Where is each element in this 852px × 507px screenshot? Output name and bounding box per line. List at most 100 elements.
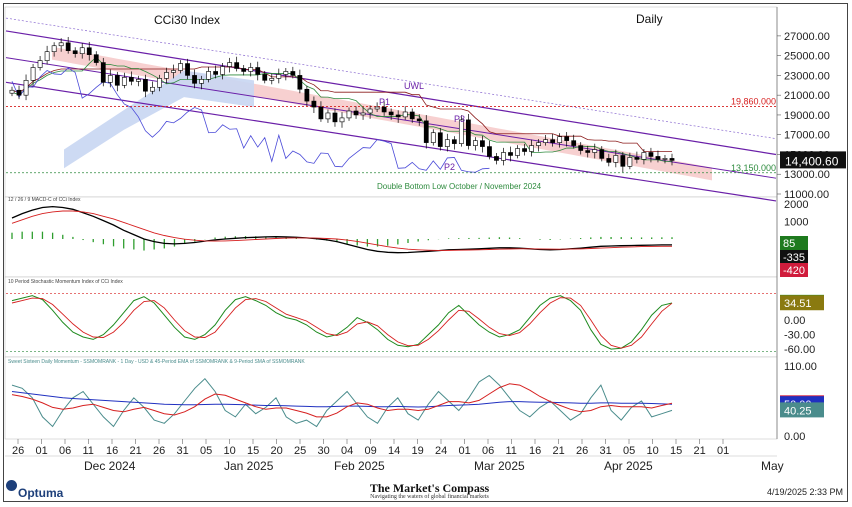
y-tick-label: -30.00 <box>784 330 815 342</box>
candle <box>437 132 443 147</box>
macd-panel: 12 / 26 / 9 MACD-C of CCi Index 2000 1000 8… <box>8 197 808 277</box>
candle <box>178 63 183 71</box>
y-tick-label: 25000.00 <box>784 51 830 63</box>
x-tick-label: 16 <box>529 445 541 457</box>
y-tick-label: 0.00 <box>784 431 805 443</box>
candle <box>241 68 247 72</box>
candle <box>276 74 282 79</box>
x-tick-label: 21 <box>694 445 706 457</box>
value-box <box>780 295 824 311</box>
y-tick-label: 21000.00 <box>784 90 830 102</box>
x-tick-label: 25 <box>294 445 306 457</box>
y-tick-label: 17000.00 <box>784 130 830 142</box>
candle <box>37 60 43 68</box>
optuma-logo: Optuma <box>18 486 64 500</box>
candle <box>662 158 668 160</box>
candle <box>290 71 296 76</box>
candle <box>430 132 436 143</box>
series-line-smi <box>11 295 673 350</box>
candle <box>487 146 492 157</box>
candle <box>339 117 345 123</box>
value-label: -420 <box>783 265 805 277</box>
candle <box>248 67 254 72</box>
candle <box>423 120 429 143</box>
ssmo-panel: Sweet Sixteen Daily Momentum - SSMOMRANK… <box>8 359 824 443</box>
candle <box>30 67 36 81</box>
candle <box>318 106 324 120</box>
candle <box>164 72 169 79</box>
candle <box>346 110 352 119</box>
footer: Optuma The Market's Compass Navigating t… <box>6 480 851 505</box>
candle <box>262 74 268 81</box>
x-tick-label: 11 <box>83 445 94 457</box>
series-line-ema45 <box>11 391 673 408</box>
candle <box>416 118 422 122</box>
candle <box>9 89 15 94</box>
candle <box>620 155 626 167</box>
x-tick-label: 04 <box>341 445 353 457</box>
candle <box>515 148 520 156</box>
x-tick-label: 19 <box>412 445 424 457</box>
candle <box>206 71 211 80</box>
x-tick-label: 11 <box>506 445 517 457</box>
x-tick-label: 20 <box>271 445 283 457</box>
candle <box>79 47 85 54</box>
x-tick-label: 05 <box>623 445 635 457</box>
candle <box>353 110 359 116</box>
x-tick-label: 10 <box>224 445 236 457</box>
price-panel: 19,860.000 13,150.000 27000.00 25000.00 2300… <box>5 17 846 202</box>
x-tick-label: 14 <box>388 445 400 457</box>
candle <box>480 140 485 147</box>
chart-title: CCi30 Index <box>154 13 220 27</box>
uwl-line <box>5 17 777 140</box>
candle <box>543 139 549 143</box>
level-label: 13,150.000 <box>731 163 776 173</box>
annotation: Double Bottom Low October / November 202… <box>377 182 542 191</box>
candle <box>297 75 303 90</box>
candle <box>409 111 415 120</box>
candle <box>508 152 513 156</box>
candle <box>641 152 647 160</box>
candle <box>564 136 570 141</box>
candle <box>44 51 50 61</box>
y-tick-label: 13000.00 <box>784 169 830 181</box>
timestamp: 4/19/2025 2:33 PM <box>766 487 843 497</box>
candle <box>213 71 219 75</box>
value-label: 34.51 <box>784 298 812 310</box>
tenkan-line <box>11 56 672 162</box>
month-label: Jan 2025 <box>224 459 274 473</box>
candle <box>522 148 527 152</box>
series-line-signal <box>11 210 672 251</box>
x-tick-label: 21 <box>553 445 565 457</box>
candle <box>332 112 338 123</box>
y-tick-label: 27000.00 <box>784 31 830 43</box>
candle <box>16 89 22 96</box>
panel-title: 10 Period Stochastic Momentum Index of C… <box>8 279 123 285</box>
candle <box>150 86 155 92</box>
month-label: May <box>761 459 784 473</box>
candle <box>72 50 78 54</box>
candle <box>234 62 240 69</box>
chart-canvas[interactable]: 19,860.000 13,150.000 27000.00 25000.00 2300… <box>4 4 849 474</box>
candle <box>311 100 317 108</box>
candle <box>627 157 633 167</box>
series-line-sma9 <box>11 383 673 418</box>
level-label: 19,860.000 <box>731 96 776 106</box>
candle <box>374 106 380 110</box>
x-tick-label: 31 <box>177 445 189 457</box>
series-line-signal <box>11 297 673 349</box>
candle <box>550 139 556 143</box>
candle <box>23 80 29 96</box>
candle <box>269 78 275 81</box>
candle <box>648 152 654 157</box>
candle <box>283 71 289 75</box>
x-tick-label: 01 <box>717 445 729 457</box>
candle <box>465 119 471 146</box>
candle <box>107 75 113 83</box>
x-axis: 26 01 06 11 16 21 26 31 05 10 15 20 25 30 04 09 14 19 24 01… <box>5 439 784 473</box>
value-box <box>780 236 808 250</box>
x-tick-label: 06 <box>59 445 71 457</box>
candle <box>388 111 394 116</box>
candle <box>135 79 141 82</box>
annotation: P1 <box>379 97 390 107</box>
